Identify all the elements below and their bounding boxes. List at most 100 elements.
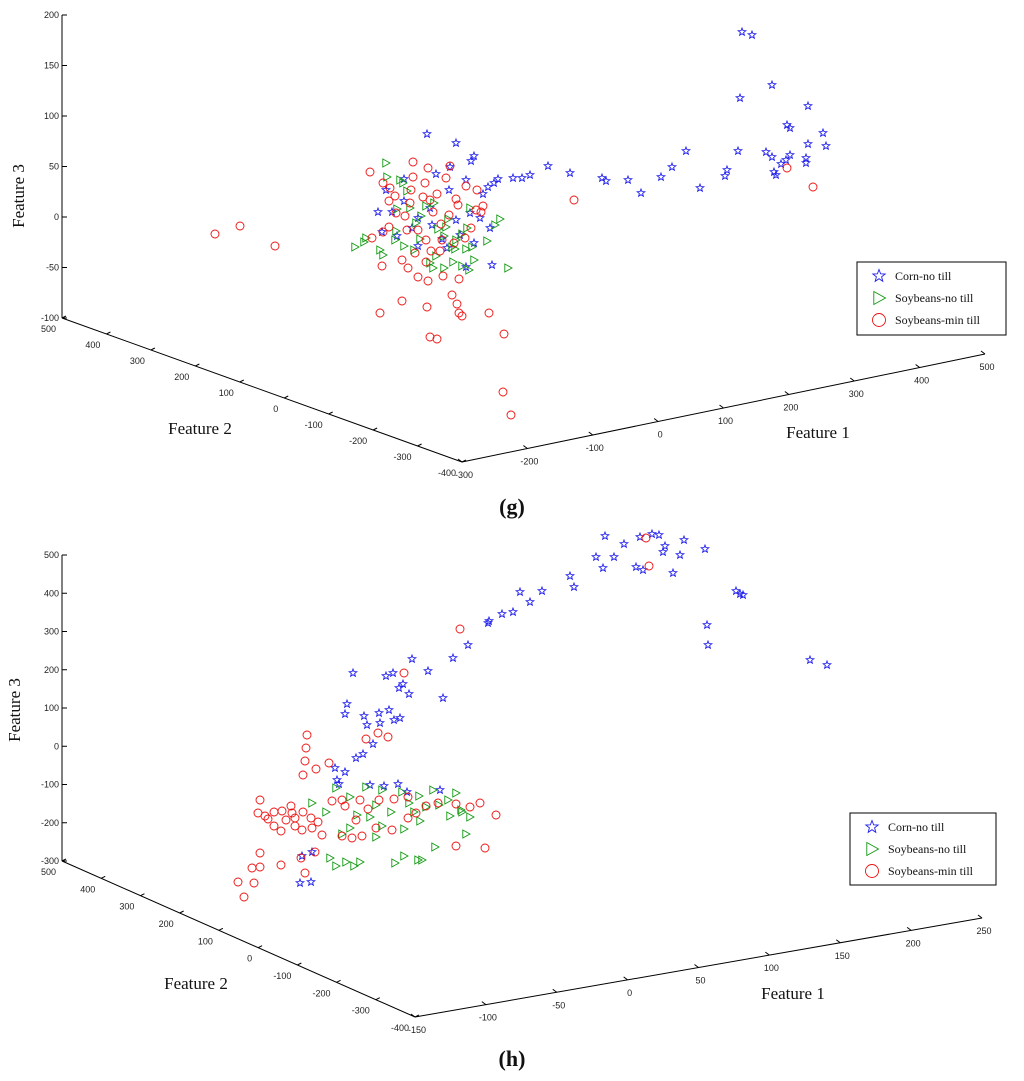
data-point-soybeans-min-till bbox=[506, 410, 516, 420]
data-point-soybeans-min-till bbox=[367, 233, 377, 243]
data-point-corn bbox=[398, 173, 410, 184]
legend: Corn-no till Soybeans-no till Soybeans-min… bbox=[856, 261, 1007, 336]
data-point-soybeans-no-till bbox=[470, 255, 479, 265]
data-point-soybeans-no-till bbox=[351, 242, 360, 252]
data-point-corn bbox=[784, 149, 796, 160]
data-point-soybeans-min-till bbox=[337, 795, 347, 805]
y-tick-label: -300 bbox=[352, 1006, 370, 1016]
data-point-soybeans-min-till bbox=[378, 178, 388, 188]
data-point-corn bbox=[422, 665, 434, 676]
y-tick-mark bbox=[375, 997, 381, 1001]
data-point-soybeans-min-till bbox=[425, 332, 435, 342]
data-point-soybeans-min-till bbox=[423, 163, 433, 173]
data-point-corn bbox=[474, 212, 486, 223]
data-point-corn bbox=[486, 259, 498, 270]
z-tick-label: 400 bbox=[44, 588, 59, 598]
data-point-soybeans-min-till bbox=[491, 810, 501, 820]
data-point-soybeans-min-till bbox=[351, 815, 361, 825]
data-point-corn bbox=[383, 704, 395, 715]
data-point-soybeans-no-till bbox=[360, 237, 369, 247]
data-point-soybeans-min-till bbox=[480, 843, 490, 853]
data-point-soybeans-no-till bbox=[462, 829, 471, 839]
y-axis-line bbox=[61, 317, 463, 463]
data-point-soybeans-no-till bbox=[332, 861, 341, 871]
data-point-corn bbox=[394, 712, 406, 723]
x-tick-label: 100 bbox=[764, 963, 779, 973]
data-point-corn bbox=[775, 158, 787, 169]
data-point-corn bbox=[701, 619, 713, 630]
x-tick-mark bbox=[588, 431, 594, 436]
data-point-corn bbox=[516, 172, 528, 183]
data-point-soybeans-min-till bbox=[361, 734, 371, 744]
data-point-soybeans-min-till bbox=[403, 813, 413, 823]
y-tick-label: 300 bbox=[130, 356, 145, 366]
x-tick-label: -200 bbox=[520, 457, 538, 467]
data-point-corn bbox=[674, 549, 686, 560]
data-point-soybeans-min-till bbox=[301, 743, 311, 753]
y-tick-mark bbox=[106, 331, 111, 335]
data-point-corn bbox=[388, 714, 400, 725]
data-point-corn bbox=[599, 530, 611, 541]
data-point-corn bbox=[657, 546, 669, 557]
data-point-soybeans-no-till bbox=[398, 787, 407, 797]
data-point-soybeans-no-till bbox=[346, 792, 355, 802]
data-point-soybeans-min-till bbox=[298, 770, 308, 780]
data-point-soybeans-no-till bbox=[444, 795, 453, 805]
data-point-corn bbox=[483, 615, 495, 626]
data-point-soybeans-min-till bbox=[453, 200, 463, 210]
data-point-soybeans-no-till bbox=[346, 823, 355, 833]
data-point-corn bbox=[380, 184, 392, 195]
data-point-soybeans-min-till bbox=[306, 813, 316, 823]
data-point-soybeans-min-till bbox=[410, 248, 420, 258]
data-point-soybeans-min-till bbox=[403, 263, 413, 273]
y-tick-label: 400 bbox=[85, 340, 100, 350]
data-point-corn bbox=[347, 667, 359, 678]
data-point-soybeans-min-till bbox=[374, 795, 384, 805]
y-tick-label: 400 bbox=[80, 884, 95, 894]
data-point-corn bbox=[305, 876, 317, 887]
y-tick-label: -100 bbox=[305, 420, 323, 430]
data-point-corn bbox=[590, 551, 602, 562]
data-point-corn bbox=[406, 653, 418, 664]
y-tick-label: -300 bbox=[394, 452, 412, 462]
data-point-corn bbox=[678, 534, 690, 545]
data-point-soybeans-no-till bbox=[432, 251, 441, 261]
x-tick-mark bbox=[623, 976, 628, 981]
data-point-corn bbox=[680, 145, 692, 156]
data-point-corn bbox=[306, 846, 318, 857]
data-point-soybeans-min-till bbox=[466, 223, 476, 233]
y-tick-mark bbox=[328, 411, 333, 415]
data-point-soybeans-no-till bbox=[412, 218, 421, 228]
x-tick-label: 200 bbox=[783, 403, 798, 413]
data-point-soybeans-min-till bbox=[432, 334, 442, 344]
data-point-corn bbox=[802, 138, 814, 149]
z-tick-label: 50 bbox=[49, 162, 59, 172]
data-point-soybeans-min-till bbox=[421, 801, 431, 811]
legend-label: Soybeans-min till bbox=[888, 864, 974, 878]
y-tick-label: 100 bbox=[219, 388, 234, 398]
data-point-soybeans-min-till bbox=[438, 271, 448, 281]
y-axis-line bbox=[61, 860, 416, 1018]
data-point-soybeans-min-till bbox=[391, 208, 401, 218]
data-point-corn bbox=[484, 222, 496, 233]
x-tick-mark bbox=[980, 350, 986, 355]
data-point-corn bbox=[339, 708, 351, 719]
y-tick-mark bbox=[461, 459, 467, 463]
x-tick-label: -100 bbox=[586, 443, 604, 453]
data-point-corn bbox=[331, 774, 343, 785]
data-point-corn bbox=[454, 229, 466, 240]
data-point-corn bbox=[341, 698, 353, 709]
data-point-soybeans-min-till bbox=[307, 823, 317, 833]
y-tick-mark bbox=[297, 962, 302, 966]
data-point-soybeans-min-till bbox=[499, 329, 509, 339]
data-point-soybeans-no-till bbox=[376, 245, 385, 255]
y-tick-mark bbox=[61, 858, 67, 862]
legend-label: Soybeans-no till bbox=[895, 291, 974, 305]
x-tick-label: 250 bbox=[976, 926, 991, 936]
data-point-soybeans-min-till bbox=[406, 185, 416, 195]
data-point-soybeans-min-till bbox=[384, 196, 394, 206]
data-point-soybeans-min-till bbox=[365, 167, 375, 177]
data-point-corn bbox=[766, 151, 778, 162]
data-point-soybeans-no-till bbox=[468, 242, 477, 252]
